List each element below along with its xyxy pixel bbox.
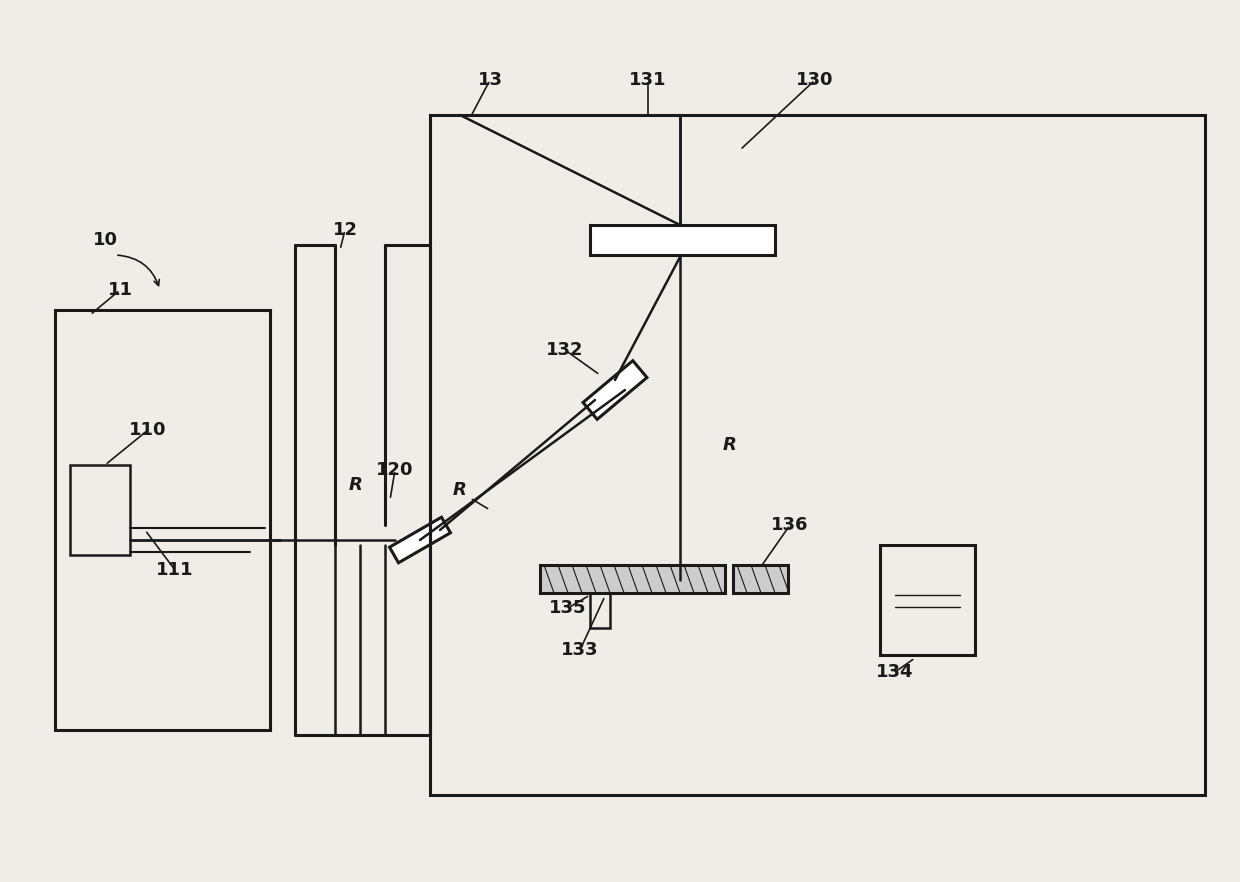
Text: 12: 12: [332, 221, 357, 239]
Bar: [733, 565, 787, 593]
Text: 133: 133: [562, 641, 599, 659]
Bar: [880, 545, 975, 655]
Text: 134: 134: [877, 663, 914, 681]
Text: 135: 135: [549, 599, 587, 617]
Text: 136: 136: [771, 516, 808, 534]
Polygon shape: [389, 517, 450, 563]
Text: 110: 110: [129, 421, 166, 439]
Text: 120: 120: [376, 461, 414, 479]
Text: 130: 130: [796, 71, 833, 89]
Bar: [539, 565, 725, 593]
Text: 131: 131: [629, 71, 667, 89]
Bar: [590, 593, 610, 628]
Text: 10: 10: [93, 231, 118, 249]
Bar: [69, 465, 130, 555]
Text: 13: 13: [477, 71, 502, 89]
Text: 111: 111: [156, 561, 193, 579]
Bar: [430, 115, 1205, 795]
Polygon shape: [583, 361, 647, 419]
Text: 132: 132: [547, 341, 584, 359]
Text: R: R: [350, 476, 363, 494]
Bar: [55, 310, 270, 730]
Text: R: R: [723, 436, 737, 454]
Text: R: R: [453, 481, 467, 499]
Bar: [590, 225, 775, 255]
Text: 11: 11: [108, 281, 133, 299]
